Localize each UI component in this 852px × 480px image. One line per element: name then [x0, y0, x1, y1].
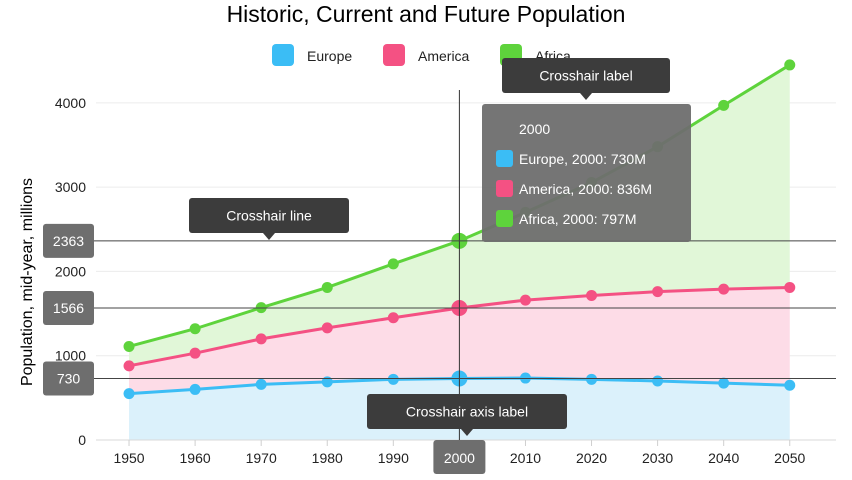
- callouts: Crosshair label Crosshair line Crosshair a…: [189, 58, 670, 436]
- point-africa-2040: [718, 99, 730, 111]
- point-africa-1960: [189, 323, 201, 335]
- crosshair: 2363 1566 730 2000: [43, 90, 836, 474]
- point-europe-1990: [387, 373, 399, 385]
- y-tick-label: 2000: [55, 263, 86, 279]
- crosshair-x-badge-bg: [433, 440, 486, 474]
- callout-crosshair-line-bg: [189, 198, 349, 233]
- crosshair-y-badge-label: 2363: [53, 233, 84, 249]
- tooltip-bg: [482, 104, 691, 242]
- tooltip-swatch-america: [496, 180, 513, 197]
- crosshair-y-badge-label: 1566: [53, 300, 84, 316]
- callout-crosshair-axis-label-pointer: [461, 429, 473, 436]
- point-america-1990: [387, 312, 399, 324]
- point-america-2020: [586, 289, 598, 301]
- point-europe-1980: [321, 376, 333, 388]
- point-europe-2050: [784, 379, 796, 391]
- point-europe-1960: [189, 383, 201, 395]
- x-tick-label: 2020: [576, 450, 607, 466]
- area-africa: [129, 64, 790, 366]
- point-europe-2020: [586, 373, 598, 385]
- callout-crosshair-axis-label: Crosshair axis label: [367, 394, 567, 436]
- legend-item-america: America: [383, 44, 470, 66]
- point-europe-2040: [718, 377, 730, 389]
- chart-title: Historic, Current and Future Population: [227, 1, 626, 27]
- y-tick-label: 0: [78, 432, 86, 448]
- y-tick-label: 3000: [55, 179, 86, 195]
- point-africa-2050: [784, 59, 796, 71]
- point-africa-1990: [387, 258, 399, 270]
- point-america-2050: [784, 281, 796, 293]
- legend-swatch: [383, 44, 405, 66]
- callout-crosshair-axis-label-text: Crosshair axis label: [406, 404, 528, 420]
- crosshair-tooltip: 2000 Europe, 2000: 730M America, 2000: 836…: [482, 104, 691, 242]
- x-tick-label: 2030: [642, 450, 673, 466]
- x-tick-label: 2040: [708, 450, 739, 466]
- series-points: [123, 59, 796, 400]
- x-tick-label: 1970: [246, 450, 277, 466]
- y-axis-label: Population, mid-year, millions: [19, 178, 36, 386]
- callout-crosshair-label-bg: [502, 58, 670, 93]
- y-tick-label: 4000: [55, 95, 86, 111]
- point-america-1980: [321, 322, 333, 334]
- point-europe-1950: [123, 388, 135, 400]
- legend-label: America: [418, 48, 470, 64]
- legend-swatch: [272, 44, 294, 66]
- callout-crosshair-axis-label-bg: [367, 394, 567, 429]
- tooltip-swatch-europe: [496, 150, 513, 167]
- point-europe-2030: [652, 375, 664, 387]
- crosshair-y-badge: 730: [43, 361, 94, 396]
- tooltip-swatch-africa: [496, 210, 513, 227]
- callout-crosshair-line: Crosshair line: [189, 198, 349, 240]
- point-africa-1980: [321, 281, 333, 293]
- tooltip-row-america: America, 2000: 836M: [519, 181, 652, 197]
- crosshair-y-badge-bg: [43, 223, 94, 258]
- x-tick-label: 1980: [312, 450, 343, 466]
- point-america-2010: [519, 294, 531, 306]
- callout-crosshair-label-text: Crosshair label: [539, 68, 632, 84]
- crosshair-x-badge-label: 2000: [444, 450, 475, 466]
- callout-crosshair-label-pointer: [580, 93, 592, 100]
- crosshair-y-badge-bg: [43, 361, 94, 396]
- callout-crosshair-line-pointer: [263, 233, 275, 240]
- crosshair-x-badge: 2000: [433, 440, 486, 474]
- x-tick-label: 1950: [113, 450, 144, 466]
- point-africa-1950: [123, 340, 135, 352]
- tooltip-title: 2000: [519, 121, 550, 137]
- x-tick-label: 1990: [378, 450, 409, 466]
- crosshair-y-badge: 1566: [43, 291, 94, 326]
- crosshair-y-badge-label: 730: [57, 370, 81, 386]
- point-america-1950: [123, 360, 135, 372]
- tooltip-row-africa: Africa, 2000: 797M: [519, 211, 637, 227]
- crosshair-y-badge: 2363: [43, 223, 94, 258]
- callout-crosshair-label: Crosshair label: [502, 58, 670, 100]
- point-america-1970: [255, 333, 267, 345]
- legend-item-europe: Europe: [272, 44, 352, 66]
- legend-label: Europe: [307, 48, 352, 64]
- point-america-2040: [718, 283, 730, 295]
- tooltip-row-europe: Europe, 2000: 730M: [519, 151, 646, 167]
- x-tick-label: 2010: [510, 450, 541, 466]
- point-america-1960: [189, 347, 201, 359]
- x-tick-label: 2050: [774, 450, 805, 466]
- y-tick-label: 1000: [55, 348, 86, 364]
- point-america-2030: [652, 286, 664, 298]
- crosshair-y-badge-bg: [43, 291, 94, 326]
- x-tick-label: 1960: [180, 450, 211, 466]
- point-europe-1970: [255, 378, 267, 390]
- callout-crosshair-line-text: Crosshair line: [226, 208, 312, 224]
